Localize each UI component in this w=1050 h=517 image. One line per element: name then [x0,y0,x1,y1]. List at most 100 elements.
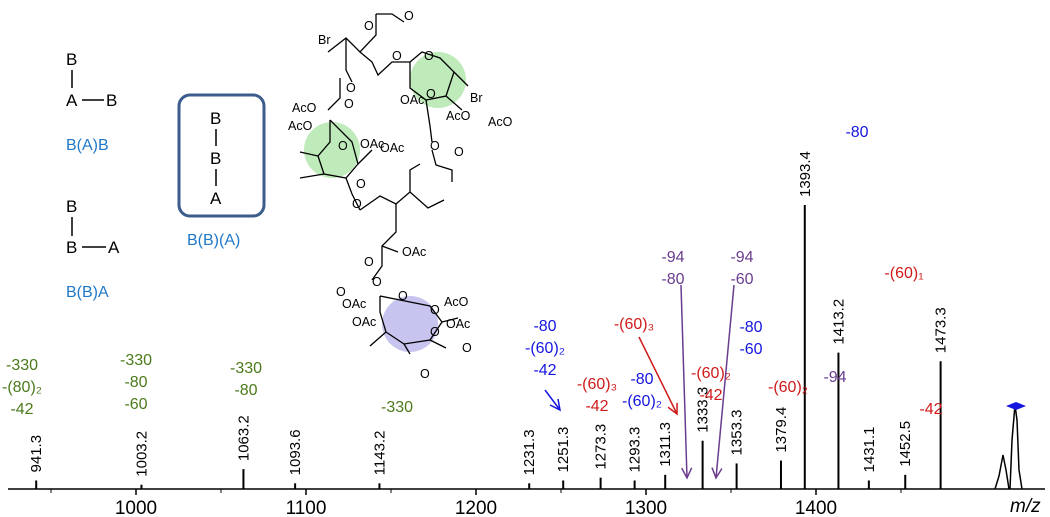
atom-label: O [352,197,362,211]
loss-annotation: -42 [699,387,722,404]
bond [357,149,373,165]
loss-annotation: -330 [6,357,38,374]
peak-label: 1093.6 [287,429,304,475]
atom-label: B [210,109,221,128]
loss-annotation: -80 [739,319,762,336]
atom-label: A [66,91,78,110]
loss-annotation: -94 [730,249,753,266]
bond [299,151,319,157]
bond [359,51,410,77]
structure-b-b-a-boxed: B B A B(B)(A) [177,93,266,249]
atom-label: O [430,139,440,153]
x-tick-label: 1200 [455,498,497,517]
bond [359,163,421,211]
atom-label: O [338,139,348,153]
sugar-highlight [304,122,360,178]
bond [376,13,405,23]
bond [453,71,469,87]
loss-annotation: -80 [845,124,868,141]
structure-label: B(B)(A) [187,232,240,249]
x-tick-label: 1300 [625,498,667,517]
x-tick-label: 1400 [795,498,837,517]
bond [299,173,325,179]
atom-label: B [66,238,77,257]
loss-annotations: -330 -(80)₂ -42 -330 -80 -60 -330 -80 -330 -80 -(6… [2,124,1026,480]
loss-annotation: -60 [730,271,753,288]
bond [381,245,399,253]
x-tick-label: 1100 [286,498,327,517]
peaks [35,205,1023,490]
bond [425,99,433,143]
peak-label: 1473.3 [933,307,950,353]
peak-label: 1273.3 [593,424,610,470]
atom-label: O [336,285,346,299]
bond [327,78,341,111]
peak-label: 941.3 [28,435,45,473]
peak-label: 1333.3 [695,387,712,433]
peak-shoulder [994,454,1010,490]
atom-label: O [398,289,408,303]
atom-label: Br [318,33,331,47]
loss-annotation: -42 [585,398,608,415]
peak-label: 1311.3 [657,422,674,467]
loss-annotation: -330 [381,399,413,416]
peak-label: 1393.4 [797,151,814,197]
atom-label: O [344,97,354,111]
loss-annotation: -60 [124,396,147,413]
arrow-head [681,467,693,480]
atom-label: OAc [380,141,404,155]
loss-annotation: -(60)₂ [768,379,808,396]
loss-annotation: -60 [739,341,762,358]
atom-label: A [108,238,120,257]
atom-label: O [430,325,440,339]
atom-label: AcO [292,101,317,115]
peak-label: 1003.2 [133,431,150,477]
peak-label: 1379.4 [773,407,790,453]
loss-annotation: -80 [661,271,684,288]
peak-label: 1353.3 [729,410,746,456]
sugar-highlight [410,52,466,108]
bond [369,331,387,347]
topology-legend: B A B B(A)B B B A B(B)A B B A B(B)(A) [66,50,266,301]
atom-label: B [66,197,77,216]
peak-label: 1143.2 [371,431,388,476]
atom-label: AcO [444,295,469,309]
annotation-arrow [638,336,678,415]
loss-annotation: -(60)₁ [884,265,923,282]
atom-label: O [346,81,356,95]
peak-label: 1231.3 [521,429,538,475]
bond [371,204,397,281]
atom-label: O [404,9,414,23]
loss-annotation: -94 [823,369,846,386]
bond [317,119,359,179]
atom-label: AcO [288,119,313,133]
atom-label: OAc [400,93,424,107]
arrow-head [667,402,678,416]
annotation-arrow [715,284,735,479]
atom-label: B [66,50,77,69]
spectrum-plot: 1000 1100 1200 1300 1400 941.3 1003.2 1063.2 10… [2,124,1045,517]
peak-label: 1431.1 [861,427,878,473]
x-tick-label: 1000 [115,498,157,517]
annotation-arrow [680,284,688,479]
atom-label: O [372,275,382,289]
atom-label: O [420,367,430,381]
atom-label: AcO [446,109,471,123]
loss-annotation: -80 [234,382,257,399]
highlight-box [177,93,266,218]
atom-label: OAc [342,297,366,311]
atom-label: OAc [402,245,426,259]
structure-label: B(A)B [66,137,109,154]
bond [441,317,459,323]
atom-label: A [210,189,222,208]
bond [409,191,445,209]
atom-label: O [426,87,436,101]
loss-annotation: -330 [120,352,152,369]
loss-annotation: -42 [10,401,33,418]
atom-label: O [462,341,472,355]
atom-label: O [356,177,366,191]
bond [445,95,463,111]
atom-label: O [424,49,434,63]
